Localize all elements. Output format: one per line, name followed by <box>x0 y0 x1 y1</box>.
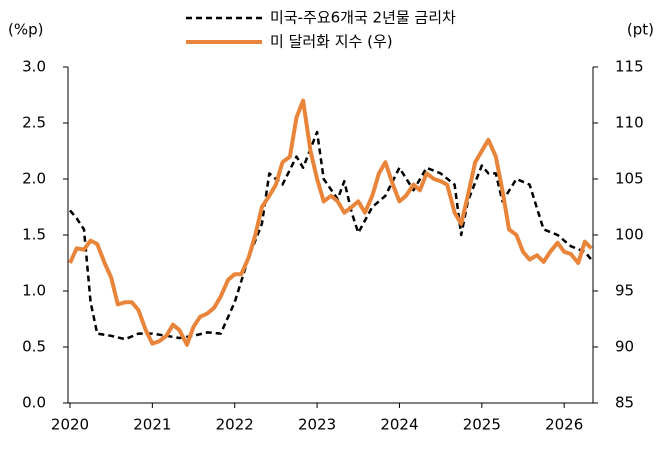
x-tick-label: 2021 <box>133 416 171 434</box>
x-tick-label: 2020 <box>51 416 89 434</box>
y2-axis-label: (pt) <box>627 21 654 39</box>
y2-tick-label: 110 <box>615 114 644 132</box>
y-axis-label: (%p) <box>8 21 43 39</box>
x-tick-label: 2024 <box>380 416 418 434</box>
y-tick-label: 3.0 <box>22 58 46 76</box>
y2-tick-label: 115 <box>615 58 644 76</box>
y2-tick-label: 90 <box>615 338 634 356</box>
x-tick-label: 2026 <box>545 416 583 434</box>
x-tick-label: 2023 <box>298 416 336 434</box>
y2-tick-label: 85 <box>615 394 634 412</box>
y2-tick-label: 100 <box>615 226 644 244</box>
x-tick-label: 2022 <box>216 416 254 434</box>
y-tick-label: 2.5 <box>22 114 46 132</box>
legend-label: 미 달러화 지수 (우) <box>270 33 393 51</box>
y2-tick-label: 105 <box>615 170 644 188</box>
y-tick-label: 2.0 <box>22 170 46 188</box>
y-tick-label: 1.5 <box>22 226 46 244</box>
series-line <box>68 98 593 347</box>
series-line <box>69 130 593 341</box>
y2-tick-label: 95 <box>615 282 634 300</box>
y-tick-label: 0.0 <box>22 394 46 412</box>
y-tick-label: 1.0 <box>22 282 46 300</box>
y-tick-label: 0.5 <box>22 338 46 356</box>
x-tick-label: 2025 <box>463 416 501 434</box>
legend-label: 미국-주요6개국 2년물 금리차 <box>270 9 456 27</box>
